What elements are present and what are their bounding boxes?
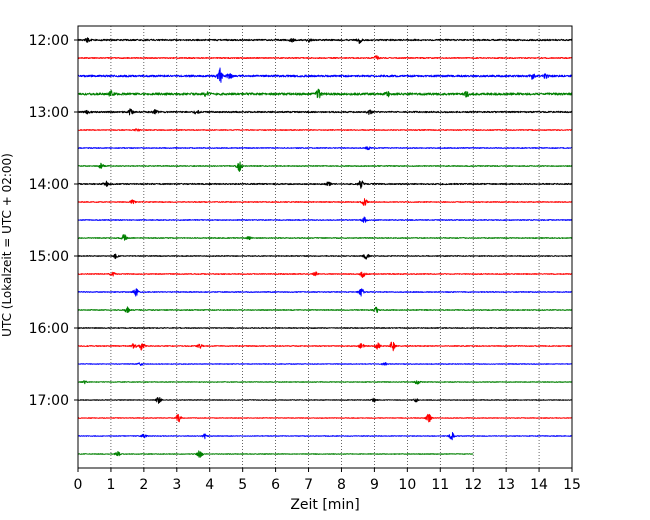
x-tick-label: 12 <box>464 477 482 493</box>
x-axis-label: Zeit [min] <box>290 497 359 513</box>
trace-1530 <box>77 288 573 297</box>
trace-1430 <box>77 216 573 223</box>
trace-1215 <box>77 55 573 61</box>
trace-1230 <box>77 67 573 83</box>
trace-1700 <box>77 396 573 404</box>
x-tick-label: 9 <box>370 477 379 493</box>
trace-1515 <box>77 271 573 279</box>
grid-lines <box>110 26 540 468</box>
trace-1645 <box>77 380 573 385</box>
trace-1445 <box>77 234 573 241</box>
trace-1745 <box>77 450 474 458</box>
trace-1715 <box>77 413 573 423</box>
y-tick-label: 17:00 <box>29 393 69 409</box>
x-tick-label: 13 <box>497 477 515 493</box>
y-tick-label: 16:00 <box>29 321 69 337</box>
y-tick-label: 13:00 <box>29 105 69 121</box>
x-tick-label: 1 <box>106 477 115 493</box>
x-tick-label: 3 <box>172 477 181 493</box>
trace-1330 <box>77 146 573 151</box>
trace-1630 <box>77 362 573 366</box>
x-tick-label: 10 <box>398 477 416 493</box>
trace-1315 <box>77 128 573 132</box>
trace-1400 <box>77 180 573 189</box>
y-tick-label: 12:00 <box>29 33 69 49</box>
x-tick-label: 0 <box>74 477 83 493</box>
trace-1200 <box>77 37 573 45</box>
y-tick-label: 15:00 <box>29 249 69 265</box>
y-axis-label: UTC (Lokalzeit = UTC + 02:00) <box>0 153 14 337</box>
x-tick-label: 8 <box>337 477 346 493</box>
x-tick-label: 2 <box>139 477 148 493</box>
x-tick-label: 6 <box>271 477 280 493</box>
x-tick-label: 15 <box>563 477 581 493</box>
trace-1415 <box>77 198 573 206</box>
x-axis-ticks: 0 1 2 3 4 5 6 7 8 9 10 11 12 13 14 15 <box>74 468 581 493</box>
trace-1245 <box>77 88 573 99</box>
y-tick-label: 14:00 <box>29 177 69 193</box>
trace-1615 <box>77 341 573 352</box>
plot-frame <box>77 25 573 469</box>
trace-1500 <box>77 253 573 260</box>
x-tick-label: 14 <box>530 477 548 493</box>
trace-1730 <box>77 432 573 441</box>
x-tick-label: 4 <box>205 477 214 493</box>
x-tick-label: 5 <box>238 477 247 493</box>
trace-layer <box>77 37 573 458</box>
trace-1600 <box>77 327 573 329</box>
trace-1345 <box>77 161 573 172</box>
trace-1300 <box>77 108 573 116</box>
trace-1545 <box>77 306 573 313</box>
y-axis-ticks: 12:00 13:00 14:00 15:00 16:00 17:00 <box>29 33 78 409</box>
x-tick-label: 11 <box>431 477 449 493</box>
x-tick-label: 7 <box>304 477 313 493</box>
